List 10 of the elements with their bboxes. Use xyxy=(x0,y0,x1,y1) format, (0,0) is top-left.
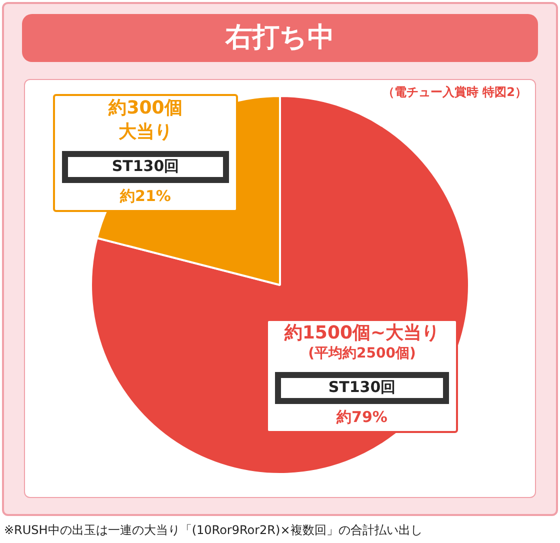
text: ※RUSH中の出玉は一連の大当り「(10Ror9Ror2R)×複数回」の合計払い出し xyxy=(4,522,422,539)
slice-label: 約1500個~大当り xyxy=(283,322,440,344)
text: ST130回 xyxy=(328,378,396,396)
chart-title: 右打ち中 xyxy=(22,14,538,62)
text: （電チュー入賞時 特図2） xyxy=(382,84,527,101)
data-label: 約21% xyxy=(119,186,171,205)
text: (平均約2500個) xyxy=(308,346,416,362)
data-label: 約79% xyxy=(336,408,388,426)
slice-label: 約300個大当り xyxy=(108,98,182,143)
text: ST130回 xyxy=(112,156,180,175)
